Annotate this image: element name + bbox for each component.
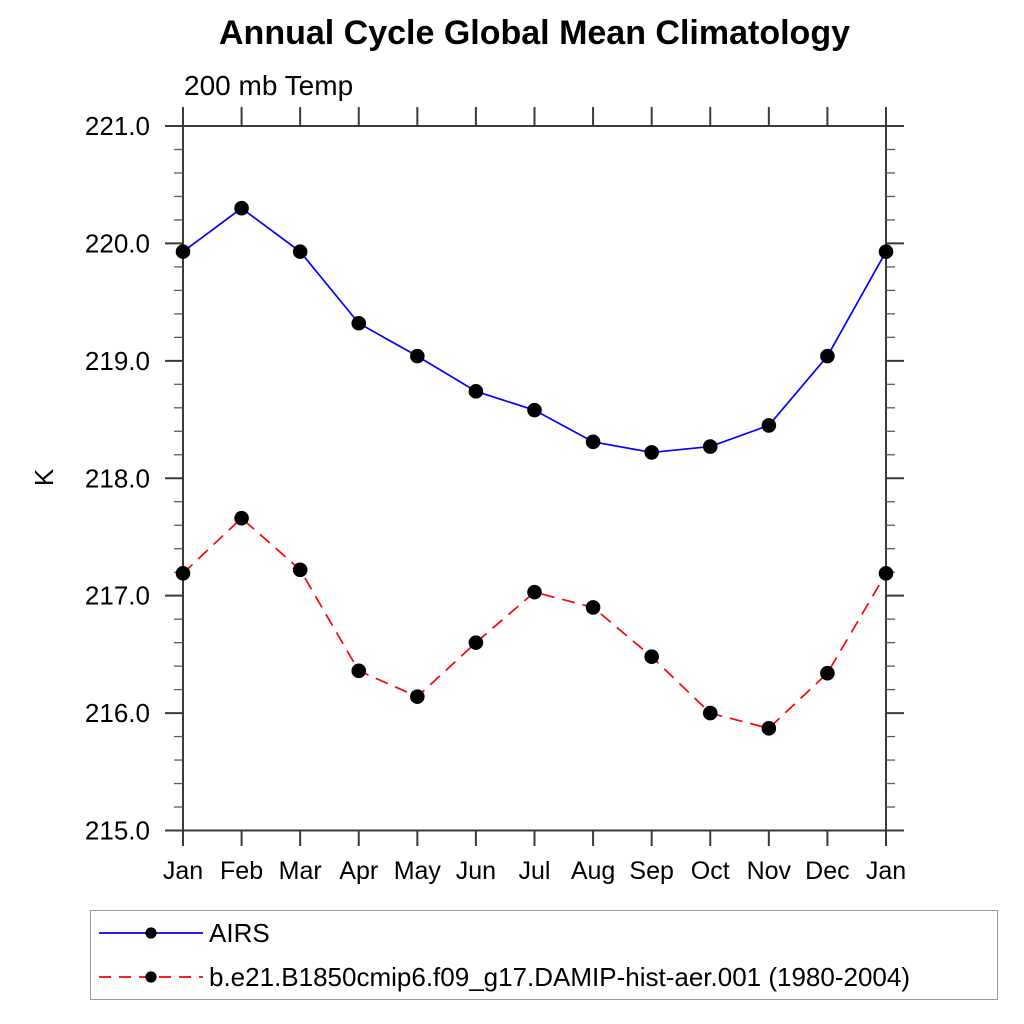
x-tick-label: Dec	[805, 857, 849, 885]
chart-subtitle: 200 mb Temp	[184, 70, 354, 101]
legend-sample-solid-line	[99, 927, 203, 939]
legend-marker-icon	[145, 971, 157, 983]
y-tick-label: 217.0	[85, 581, 150, 611]
x-tick-label: Aug	[571, 857, 615, 885]
data-point-marker	[878, 566, 894, 581]
data-point-marker	[585, 600, 601, 615]
x-tick-label: Mar	[279, 857, 322, 885]
x-tick-label: Sep	[629, 857, 673, 885]
data-point-marker	[292, 562, 308, 578]
data-point-marker	[527, 584, 542, 600]
x-tick-label: Nov	[747, 857, 792, 885]
chart-title: Annual Cycle Global Mean Climatology	[219, 14, 850, 52]
y-tick-label: 218.0	[85, 463, 150, 493]
data-point-marker	[820, 348, 835, 364]
legend-label-airs: AIRS	[209, 917, 270, 948]
x-tick-label: Apr	[339, 857, 378, 885]
data-point-marker	[175, 244, 191, 259]
data-point-marker	[410, 348, 425, 364]
data-point-marker	[468, 384, 484, 399]
x-tick-label: Jan	[163, 857, 203, 885]
y-tick-label: 221.0	[85, 111, 150, 141]
legend-sample-dashed-line	[99, 971, 203, 983]
data-point-marker	[351, 315, 367, 331]
y-tick-label: 216.0	[85, 698, 150, 728]
y-tick-label: 220.0	[85, 228, 150, 258]
y-tick-label: 215.0	[85, 816, 150, 846]
data-point-marker	[234, 200, 249, 216]
x-tick-label: Jan	[866, 857, 906, 885]
x-tick-label: May	[394, 857, 442, 885]
data-point-marker	[234, 510, 249, 526]
plot-frame	[182, 125, 887, 832]
data-point-marker	[878, 244, 894, 259]
data-point-marker	[175, 566, 191, 581]
legend-label-model: b.e21.B1850cmip6.f09_g17.DAMIP-hist-aer.…	[209, 961, 910, 992]
data-point-marker	[527, 402, 542, 418]
data-point-marker	[585, 434, 601, 450]
data-point-marker	[820, 665, 835, 681]
legend: AIRS b.e21.B1850cmip6.f09_g17.DAMIP-hist…	[90, 910, 998, 1000]
x-tick-label: Jun	[456, 857, 496, 885]
y-tick-label: 219.0	[85, 346, 150, 376]
data-point-marker	[702, 439, 718, 454]
data-point-marker	[351, 663, 367, 679]
legend-item-model: b.e21.B1850cmip6.f09_g17.DAMIP-hist-aer.…	[95, 957, 997, 997]
data-point-marker	[410, 689, 425, 704]
data-point-marker	[761, 721, 777, 736]
data-point-marker	[292, 244, 308, 259]
data-point-marker	[468, 635, 484, 650]
legend-item-airs: AIRS	[95, 913, 997, 953]
x-tick-label: Feb	[220, 857, 263, 885]
x-tick-label: Jul	[519, 857, 551, 885]
data-point-marker	[644, 649, 659, 665]
data-point-marker	[644, 445, 659, 460]
data-point-marker	[702, 705, 718, 721]
x-tick-label: Oct	[691, 857, 730, 885]
legend-marker-icon	[145, 927, 157, 939]
series-line	[182, 517, 887, 730]
data-point-marker	[761, 418, 777, 433]
